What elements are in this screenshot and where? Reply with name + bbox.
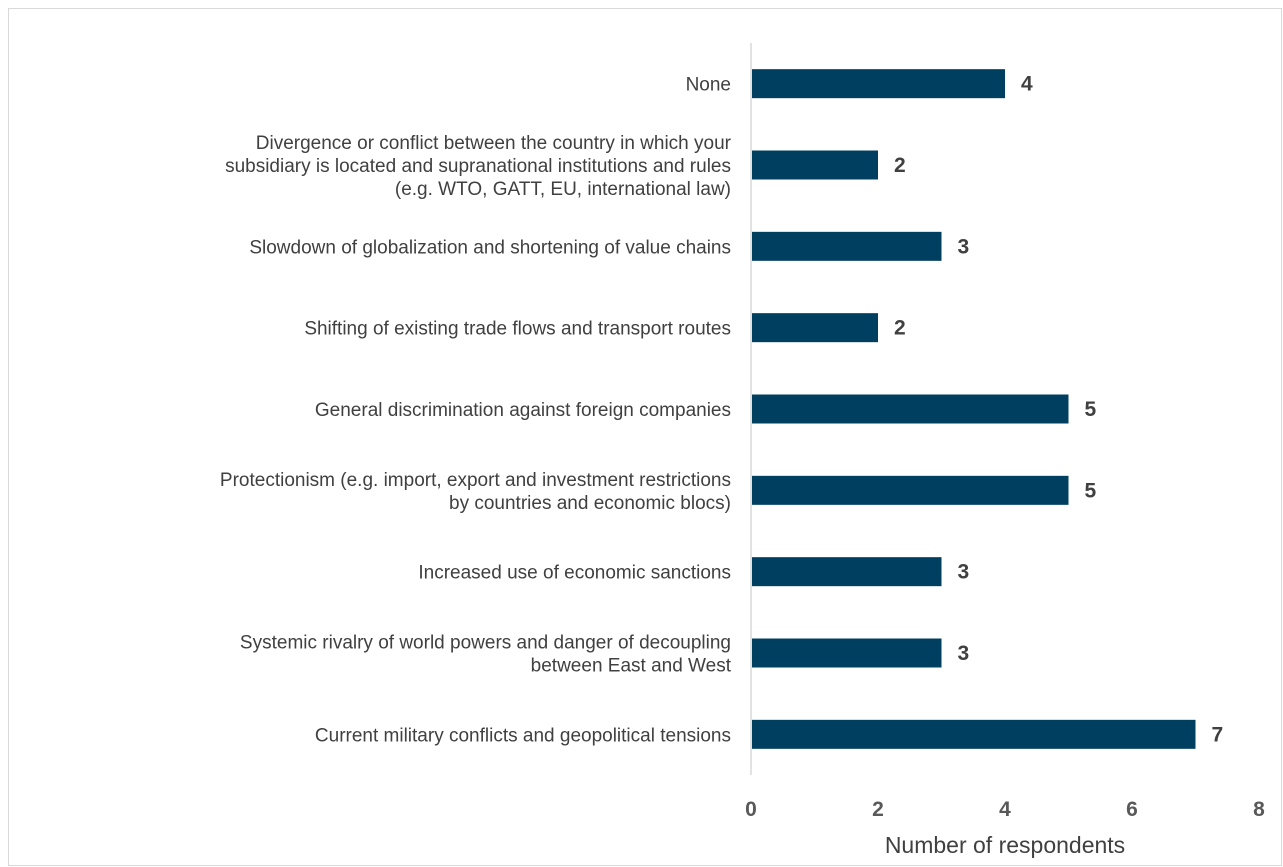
category-label-7: Systemic rivalry of world powers and dan… [240, 633, 732, 677]
x-tick-label-2: 4 [999, 798, 1011, 821]
category-label-8: Current military conflicts and geopoliti… [315, 725, 731, 746]
category-label-3: Shifting of existing trade flows and tra… [304, 319, 731, 340]
data-label-0: 4 [1021, 73, 1033, 96]
category-label-0: None [686, 75, 731, 96]
category-label-line: Divergence or conflict between the count… [256, 133, 732, 154]
category-label-line: Slowdown of globalization and shortening… [249, 237, 731, 258]
category-label-line: General discrimination against foreign c… [315, 400, 731, 421]
data-label-5: 5 [1085, 479, 1097, 502]
category-label-line: Protectionism (e.g. import, export and i… [220, 470, 731, 491]
x-tick-label-3: 6 [1126, 798, 1138, 821]
category-label-5: Protectionism (e.g. import, export and i… [220, 470, 731, 514]
category-label-4: General discrimination against foreign c… [315, 400, 731, 421]
category-label-line: None [686, 75, 731, 96]
x-tick-label-1: 2 [872, 798, 884, 821]
category-label-line: (e.g. WTO, GATT, EU, international law) [395, 179, 731, 200]
bar-5 [752, 475, 1069, 505]
category-label-line: subsidiary is located and supranational … [225, 156, 731, 177]
data-label-2: 3 [958, 235, 970, 258]
category-label-line: Current military conflicts and geopoliti… [315, 725, 731, 746]
x-axis-title: Number of respondents [885, 832, 1125, 858]
x-tick-label-0: 0 [745, 798, 757, 821]
data-label-7: 3 [958, 642, 970, 665]
category-label-line: Systemic rivalry of world powers and dan… [240, 633, 731, 654]
category-label-line: Shifting of existing trade flows and tra… [304, 319, 731, 340]
category-label-6: Increased use of economic sanctions [418, 563, 731, 584]
category-label-1: Divergence or conflict between the count… [225, 133, 732, 200]
bar-chart: 4 2 3 2 5 5 3 3 7 None Divergence or conflict bet… [220, 43, 1265, 858]
bar-7 [752, 638, 942, 668]
category-label-line: Increased use of economic sanctions [418, 563, 731, 584]
bar-6 [752, 557, 942, 587]
data-label-3: 2 [894, 317, 906, 340]
data-label-8: 7 [1212, 723, 1224, 746]
chart-container: 4 2 3 2 5 5 3 3 7 None Divergence or conflict bet… [8, 8, 1282, 866]
bar-3 [752, 313, 878, 343]
bar-2 [752, 231, 942, 261]
bar-1 [752, 150, 878, 180]
bar-4 [752, 394, 1069, 424]
bar-0 [752, 69, 1005, 99]
data-label-6: 3 [958, 561, 970, 584]
data-label-4: 5 [1085, 398, 1097, 421]
category-label-line: by countries and economic blocs) [449, 493, 731, 514]
data-label-1: 2 [894, 154, 906, 177]
category-label-2: Slowdown of globalization and shortening… [249, 237, 731, 258]
category-label-line: between East and West [531, 656, 732, 677]
x-tick-label-4: 8 [1253, 798, 1265, 821]
bar-8 [752, 719, 1196, 749]
